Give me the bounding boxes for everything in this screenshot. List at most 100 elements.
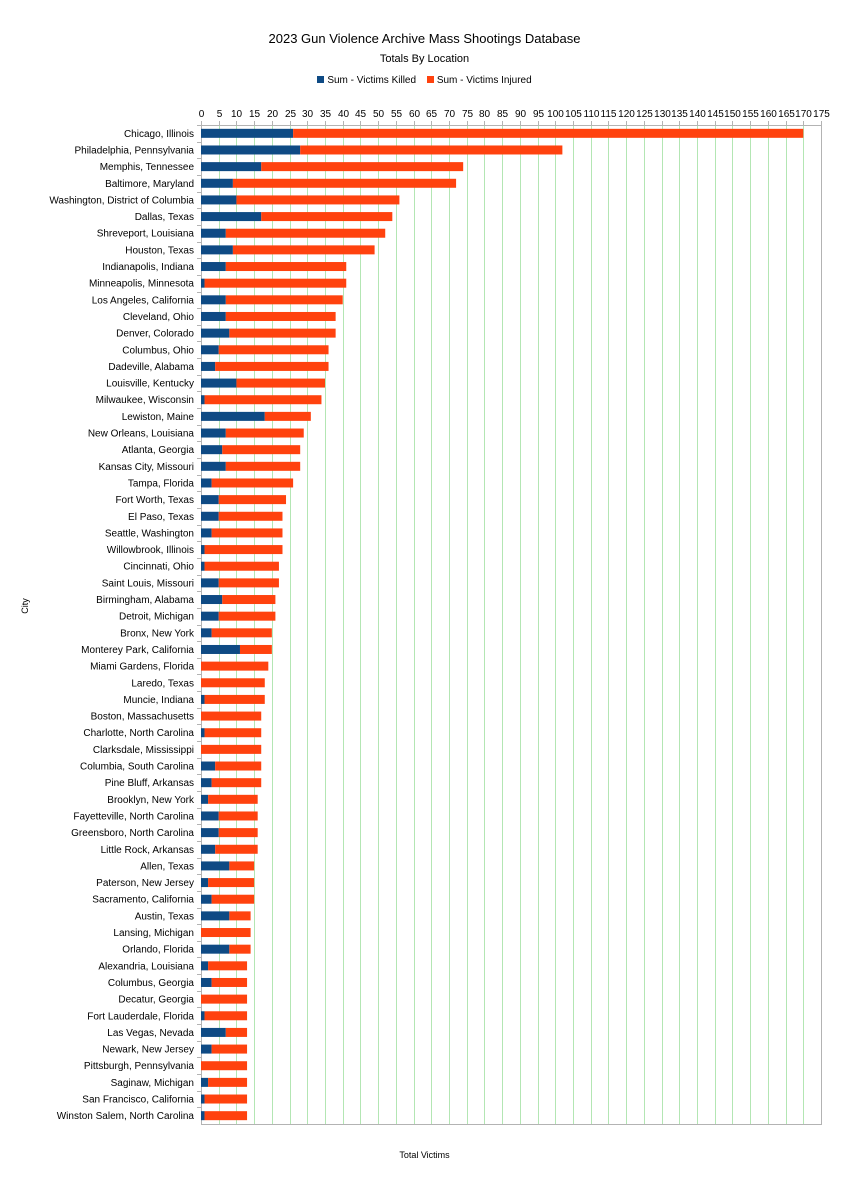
x-tick-label: 25 [285,109,297,120]
bar-injured [204,694,265,704]
category-label: Dallas, Texas [135,212,194,223]
x-tick-label: 40 [338,109,350,120]
bar-killed [201,1077,209,1087]
category-label: Los Angeles, California [92,295,195,306]
bar-injured [204,545,283,555]
bar-injured [211,1044,248,1054]
category-label: Shreveport, Louisiana [97,229,195,240]
bar-killed [201,295,226,305]
bar-injured [261,162,464,172]
category-label: Memphis, Tennessee [100,162,195,173]
legend-label-killed: Sum - Victims Killed [327,75,417,86]
x-tick-label: 165 [778,109,795,120]
bar-injured [208,794,258,804]
bar-injured [208,878,255,888]
category-label: Monterey Park, California [81,645,194,656]
category-label: Decatur, Georgia [118,995,194,1006]
bar-injured [225,262,347,272]
bar-injured [218,345,329,355]
category-label: Fort Worth, Texas [115,495,194,506]
bar-killed [201,212,262,222]
bar-killed [201,445,223,455]
bar-injured [225,428,304,438]
bar-killed [201,528,212,538]
legend-entry-killed: Sum - Victims Killed [317,75,416,86]
category-label: Fort Lauderdale, Florida [87,1011,194,1022]
bar-killed [201,828,219,838]
bar-injured [218,578,279,588]
bar-injured [229,328,336,338]
x-tick-label: 160 [760,109,777,120]
bar-injured [300,145,563,155]
bar-killed [201,1027,226,1037]
category-label: Columbia, South Carolina [80,762,194,773]
bar-injured [204,728,262,738]
bar-killed [201,495,219,505]
x-tick-label: 140 [689,109,706,120]
chart-subtitle: Totals By Location [379,53,470,65]
bar-killed [201,178,233,188]
x-tick-label: 130 [654,109,671,120]
x-tick-label: 75 [462,109,474,120]
bar-killed [201,328,230,338]
category-label: Boston, Massachusetts [91,712,194,723]
bar-injured [225,295,343,305]
bar-killed [201,595,223,605]
category-label: Seattle, Washington [105,528,194,539]
bar-injured [201,928,251,938]
bar-killed [201,894,212,904]
bar-injured [211,628,272,638]
category-label: Chicago, Illinois [124,129,194,140]
category-label: Orlando, Florida [122,945,194,956]
plot-frame [201,125,822,1125]
category-label: Cincinnati, Ohio [123,562,194,573]
category-label: San Francisco, California [82,1095,194,1106]
bar-injured [204,1011,248,1021]
bar-injured [211,778,262,788]
x-tick-label: 20 [267,109,279,120]
bar-injured [225,228,386,238]
category-label: Paterson, New Jersey [96,878,194,889]
bar-killed [201,944,230,954]
category-label: Minneapolis, Minnesota [89,279,194,290]
bar-injured [201,994,248,1004]
category-label: Houston, Texas [125,245,194,256]
x-tick-label: 90 [515,109,527,120]
bar-injured [225,311,336,321]
bar-killed [201,195,237,205]
category-label: Indianapolis, Indiana [102,262,194,273]
x-tick-label: 100 [547,109,564,120]
bar-killed [201,361,216,371]
bar-killed [201,245,233,255]
category-label: Philadelphia, Pennsylvania [74,145,194,156]
x-tick-label: 105 [565,109,582,120]
category-label: New Orleans, Louisiana [88,429,195,440]
bar-injured [293,128,804,138]
bar-injured [211,528,283,538]
category-label: Willowbrook, Illinois [107,545,194,556]
bar-injured [264,411,311,421]
x-tick-label: 170 [795,109,812,120]
bar-killed [201,228,226,238]
category-label: Saginaw, Michigan [111,1078,194,1089]
bar-killed [201,511,219,521]
bar-injured [218,811,258,821]
category-label: Greensboro, North Carolina [71,828,194,839]
bar-injured [204,1094,248,1104]
bar-injured [232,178,457,188]
category-label: Cleveland, Ohio [123,312,195,323]
bar-injured [204,1111,248,1121]
bar-injured [232,245,375,255]
category-label: Austin, Texas [135,911,194,922]
bar-killed [201,628,212,638]
bar-killed [201,478,212,488]
bar-injured [215,361,329,371]
category-label: Baltimore, Maryland [105,179,194,190]
category-label: Kansas City, Missouri [99,462,194,473]
category-label: Detroit, Michigan [119,612,194,623]
bar-killed [201,578,219,588]
category-label: Bronx, New York [120,628,195,639]
bar-injured [218,611,276,621]
bar-injured [211,478,294,488]
x-tick-label: 5 [217,109,223,120]
